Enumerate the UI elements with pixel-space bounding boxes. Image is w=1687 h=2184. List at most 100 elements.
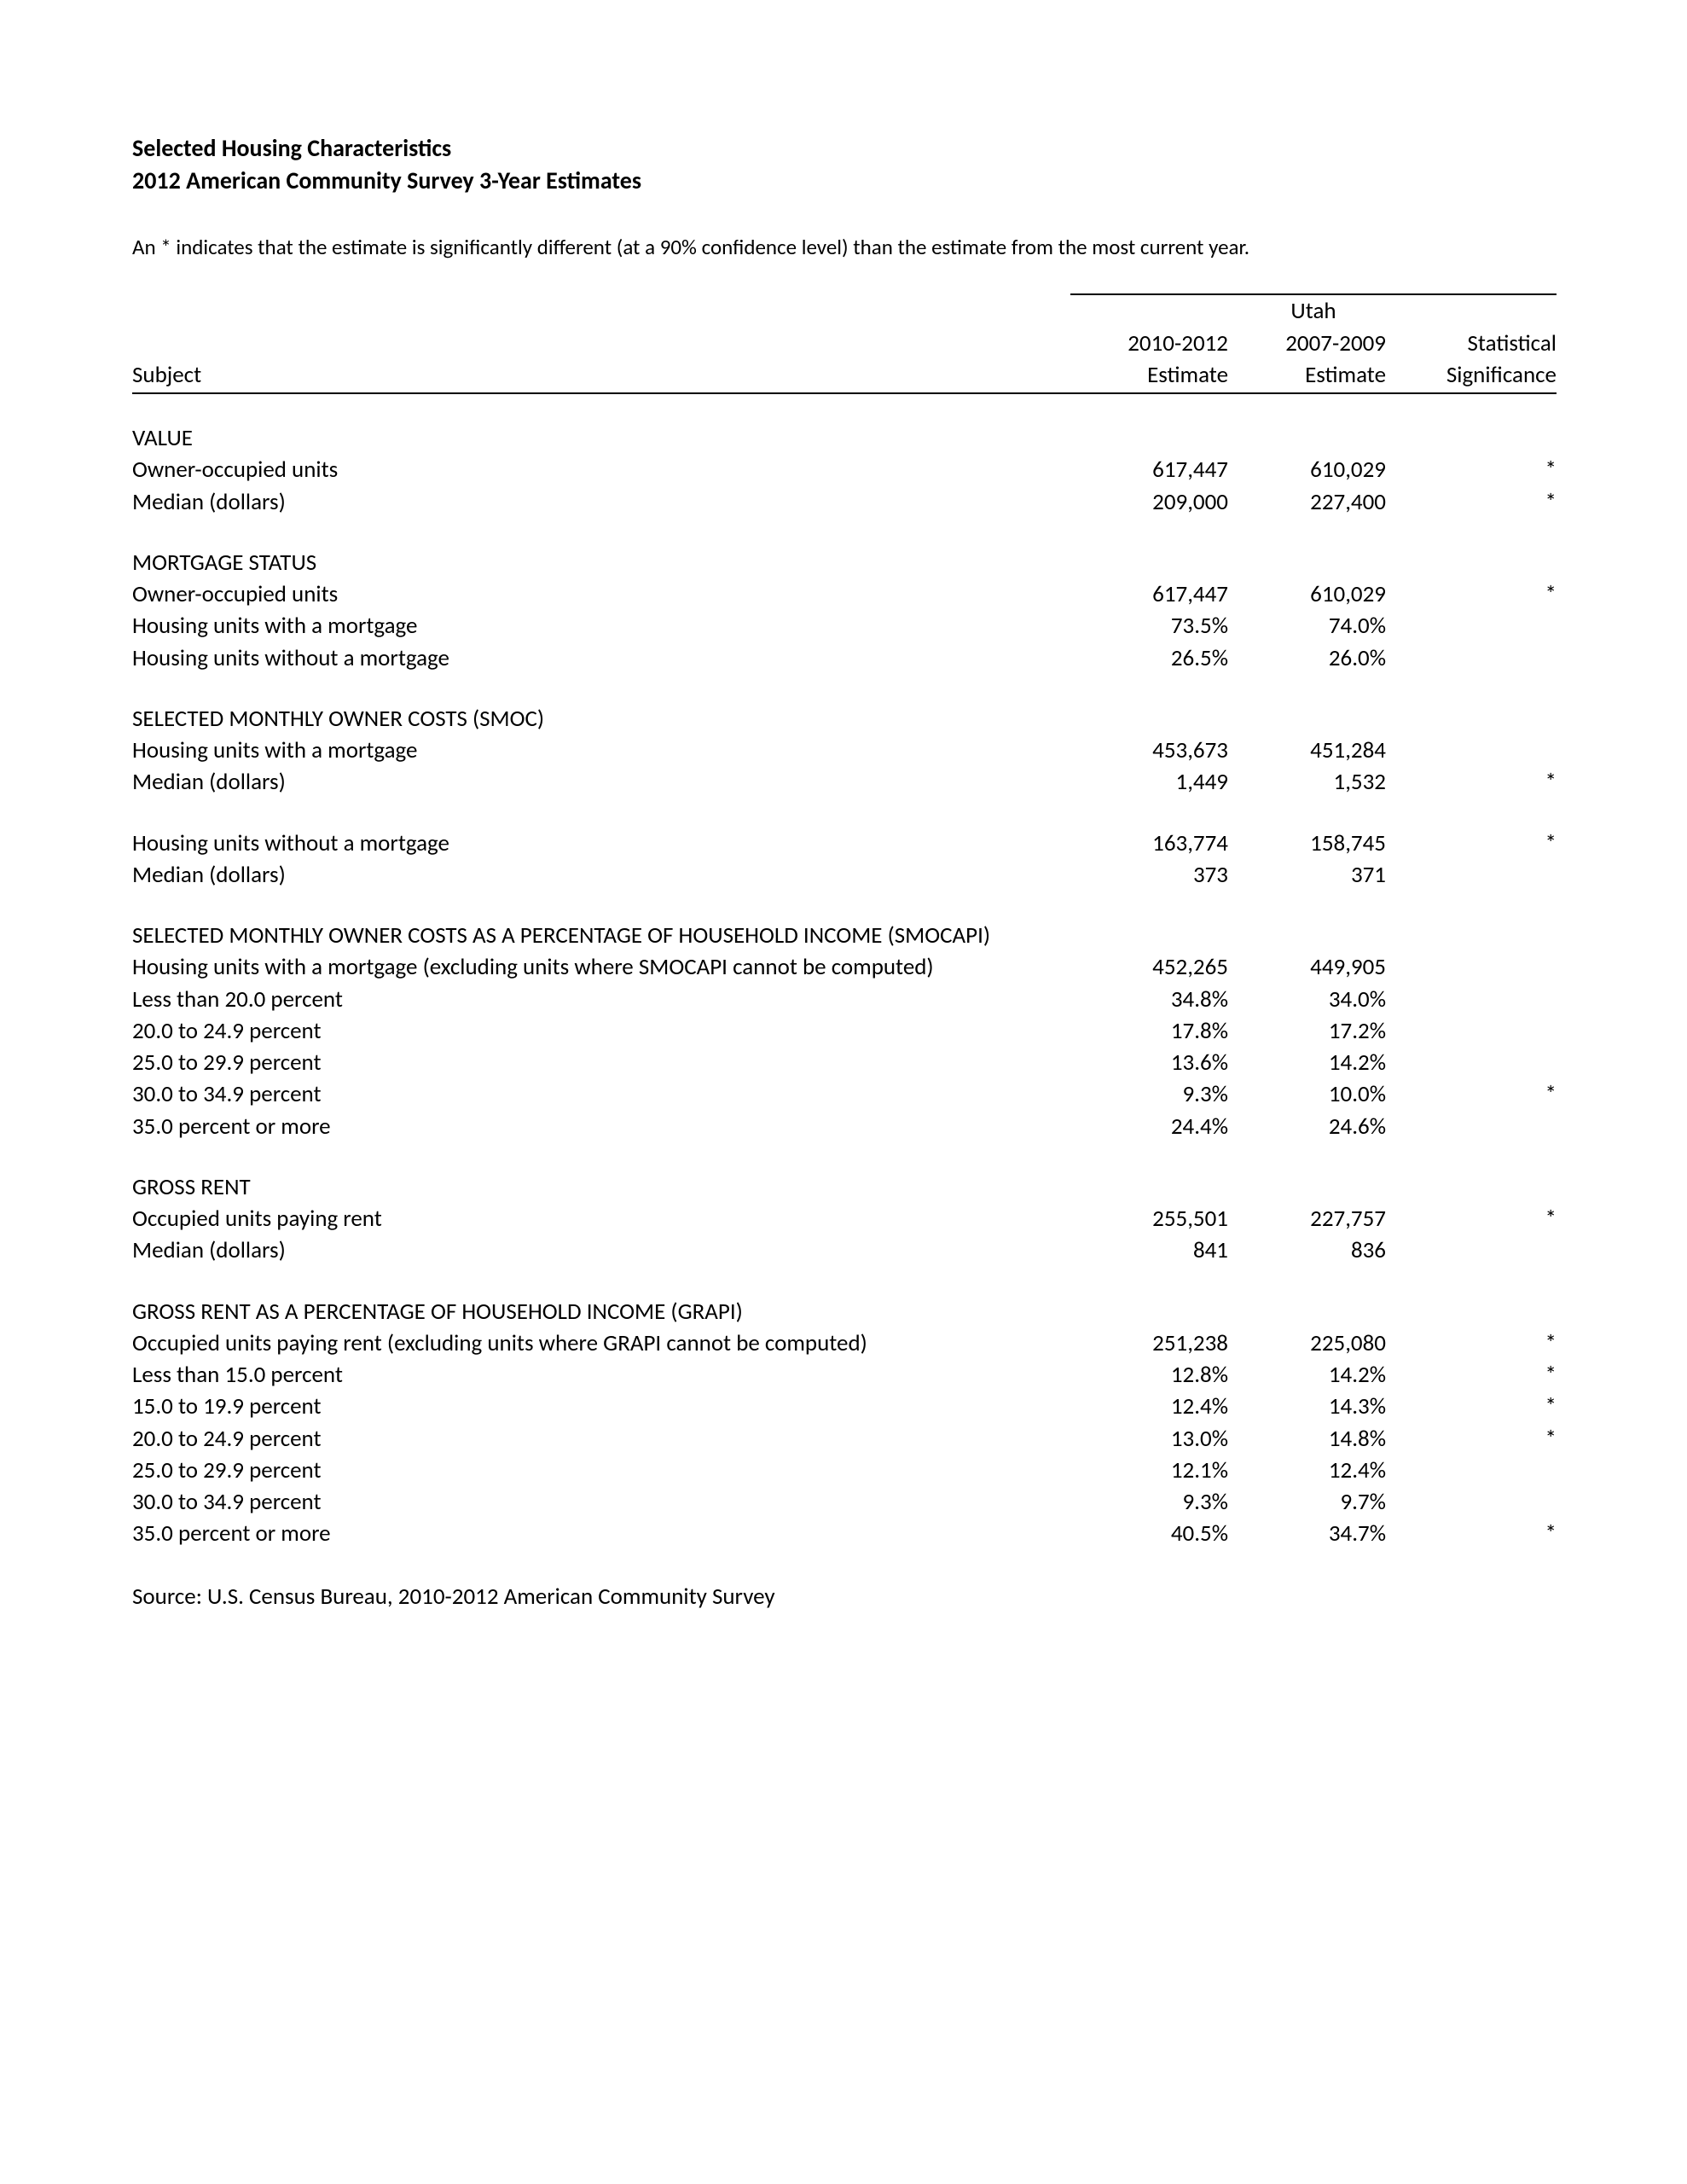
estimate-2010-2012: 12.4% — [1070, 1391, 1228, 1422]
row-label: 35.0 percent or more — [132, 1111, 1070, 1142]
row-label: Owner-occupied units — [132, 454, 1070, 485]
estimate-2007-2009: 34.0% — [1228, 984, 1386, 1015]
table-row: Housing units with a mortgage453,673451,… — [132, 735, 1557, 766]
data-table-wrapper: Utah 2010-2012 2007-2009 Statistical Sub… — [132, 293, 1559, 1549]
table-row: Less than 20.0 percent34.8%34.0% — [132, 984, 1557, 1015]
row-label: 25.0 to 29.9 percent — [132, 1047, 1070, 1078]
row-label: Median (dollars) — [132, 766, 1070, 798]
significance-header-2: Significance — [1386, 359, 1557, 393]
estimate-2010-2012: 1,449 — [1070, 766, 1228, 798]
estimate-2007-2009: 449,905 — [1228, 951, 1386, 983]
spacer-row — [132, 799, 1557, 828]
spacer-row — [132, 518, 1557, 547]
section-header-row: VALUE — [132, 422, 1557, 454]
significance-marker: * — [1386, 1327, 1557, 1359]
estimate-2007-2009: 610,029 — [1228, 454, 1386, 485]
header-row-periods: 2010-2012 2007-2009 Statistical — [132, 328, 1557, 359]
estimate-2-header: Estimate — [1228, 359, 1386, 393]
table-row: 15.0 to 19.9 percent12.4%14.3%* — [132, 1391, 1557, 1422]
table-row: Median (dollars)373371 — [132, 859, 1557, 891]
estimate-2007-2009: 74.0% — [1228, 610, 1386, 642]
significance-marker: * — [1386, 1078, 1557, 1110]
significance-marker — [1386, 610, 1557, 642]
estimate-2010-2012: 73.5% — [1070, 610, 1228, 642]
estimate-2010-2012: 12.1% — [1070, 1455, 1228, 1486]
estimate-2007-2009: 10.0% — [1228, 1078, 1386, 1110]
row-label: Median (dollars) — [132, 486, 1070, 518]
section-header-row: MORTGAGE STATUS — [132, 547, 1557, 578]
table-row: Occupied units paying rent (excluding un… — [132, 1327, 1557, 1359]
spacer-row — [132, 393, 1557, 422]
estimate-2007-2009: 1,532 — [1228, 766, 1386, 798]
table-row: Owner-occupied units617,447610,029* — [132, 578, 1557, 610]
data-table: Utah 2010-2012 2007-2009 Statistical Sub… — [132, 293, 1557, 1549]
row-label: Owner-occupied units — [132, 578, 1070, 610]
row-label: 20.0 to 24.9 percent — [132, 1015, 1070, 1047]
estimate-2007-2009: 451,284 — [1228, 735, 1386, 766]
row-label: Housing units without a mortgage — [132, 642, 1070, 674]
significance-marker — [1386, 951, 1557, 983]
significance-marker — [1386, 984, 1557, 1015]
section-header-row: SELECTED MONTHLY OWNER COSTS AS A PERCEN… — [132, 920, 1557, 951]
significance-marker — [1386, 1111, 1557, 1142]
estimate-2010-2012: 452,265 — [1070, 951, 1228, 983]
estimate-2007-2009: 227,400 — [1228, 486, 1386, 518]
table-row: Median (dollars)841836 — [132, 1234, 1557, 1266]
table-body: VALUEOwner-occupied units617,447610,029*… — [132, 393, 1557, 1550]
table-row: 25.0 to 29.9 percent13.6%14.2% — [132, 1047, 1557, 1078]
row-label: Occupied units paying rent (excluding un… — [132, 1327, 1070, 1359]
estimate-2010-2012: 26.5% — [1070, 642, 1228, 674]
table-row: Occupied units paying rent255,501227,757… — [132, 1203, 1557, 1234]
estimate-2010-2012: 40.5% — [1070, 1518, 1228, 1549]
significance-marker — [1386, 1455, 1557, 1486]
estimate-2010-2012: 373 — [1070, 859, 1228, 891]
section-title: VALUE — [132, 422, 1557, 454]
estimate-2010-2012: 24.4% — [1070, 1111, 1228, 1142]
period-2-header: 2007-2009 — [1228, 328, 1386, 359]
table-row: 35.0 percent or more24.4%24.6% — [132, 1111, 1557, 1142]
table-row: 25.0 to 29.9 percent12.1%12.4% — [132, 1455, 1557, 1486]
table-row: Median (dollars)1,4491,532* — [132, 766, 1557, 798]
estimate-2010-2012: 9.3% — [1070, 1486, 1228, 1518]
significance-marker — [1386, 1047, 1557, 1078]
row-label: 35.0 percent or more — [132, 1518, 1070, 1549]
spacer-row — [132, 674, 1557, 703]
row-label: Occupied units paying rent — [132, 1203, 1070, 1234]
estimate-2010-2012: 617,447 — [1070, 454, 1228, 485]
significance-marker: * — [1386, 1518, 1557, 1549]
estimate-2010-2012: 9.3% — [1070, 1078, 1228, 1110]
significance-marker — [1386, 1015, 1557, 1047]
row-label: 20.0 to 24.9 percent — [132, 1423, 1070, 1455]
estimate-2010-2012: 13.6% — [1070, 1047, 1228, 1078]
section-title: SELECTED MONTHLY OWNER COSTS (SMOC) — [132, 703, 1557, 735]
row-label: Less than 20.0 percent — [132, 984, 1070, 1015]
row-label: 15.0 to 19.9 percent — [132, 1391, 1070, 1422]
table-row: 30.0 to 34.9 percent9.3%10.0%* — [132, 1078, 1557, 1110]
significance-marker: * — [1386, 1423, 1557, 1455]
row-label: Housing units without a mortgage — [132, 828, 1070, 859]
spacer-row — [132, 1142, 1557, 1171]
significance-marker: * — [1386, 1359, 1557, 1391]
significance-marker: * — [1386, 486, 1557, 518]
estimate-2007-2009: 610,029 — [1228, 578, 1386, 610]
significance-marker: * — [1386, 1203, 1557, 1234]
section-title: SELECTED MONTHLY OWNER COSTS AS A PERCEN… — [132, 920, 1557, 951]
estimate-2010-2012: 17.8% — [1070, 1015, 1228, 1047]
row-label: 30.0 to 34.9 percent — [132, 1486, 1070, 1518]
section-header-row: GROSS RENT — [132, 1171, 1557, 1203]
estimate-2010-2012: 251,238 — [1070, 1327, 1228, 1359]
estimate-2007-2009: 225,080 — [1228, 1327, 1386, 1359]
estimate-2007-2009: 17.2% — [1228, 1015, 1386, 1047]
significance-marker — [1386, 735, 1557, 766]
section-header-row: SELECTED MONTHLY OWNER COSTS (SMOC) — [132, 703, 1557, 735]
table-row: 20.0 to 24.9 percent17.8%17.2% — [132, 1015, 1557, 1047]
table-row: Less than 15.0 percent12.8%14.2%* — [132, 1359, 1557, 1391]
estimate-2007-2009: 14.2% — [1228, 1047, 1386, 1078]
section-header-row: GROSS RENT AS A PERCENTAGE OF HOUSEHOLD … — [132, 1296, 1557, 1327]
section-title: MORTGAGE STATUS — [132, 547, 1557, 578]
region-header: Utah — [1070, 294, 1557, 327]
table-row: Housing units without a mortgage26.5%26.… — [132, 642, 1557, 674]
estimate-2010-2012: 12.8% — [1070, 1359, 1228, 1391]
subject-header: Subject — [132, 359, 1070, 393]
significance-marker: * — [1386, 454, 1557, 485]
